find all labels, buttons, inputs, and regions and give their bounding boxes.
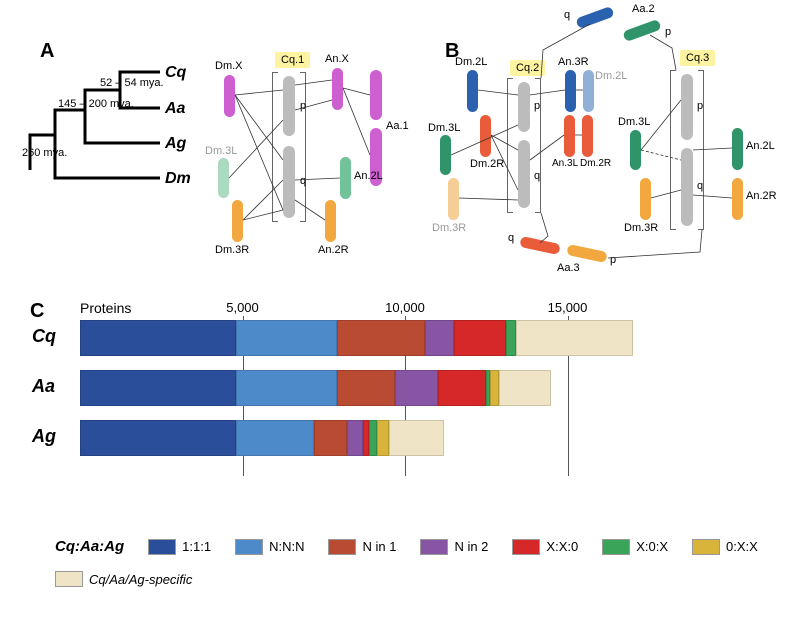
bar-segment xyxy=(499,370,551,406)
axis-tick: 5,000 xyxy=(226,300,259,315)
legend-item: X:0:X xyxy=(602,539,668,555)
bar-segment xyxy=(425,320,454,356)
bar-segment xyxy=(516,320,633,356)
bar-segment xyxy=(454,320,506,356)
legend-label: Cq:Aa:Ag xyxy=(55,538,124,555)
axis-tick: 10,000 xyxy=(385,300,425,315)
bar-segment xyxy=(395,370,437,406)
row-label: Ag xyxy=(32,426,56,447)
bar-segment xyxy=(236,420,314,456)
bar-segment xyxy=(314,420,347,456)
panelB-lines xyxy=(0,0,800,280)
bar-segment xyxy=(389,420,444,456)
legend: Cq:Aa:Ag 1:1:1 N:N:N N in 1 N in 2 X:X:0 X:0:… xyxy=(55,538,775,587)
legend-item: N in 1 xyxy=(328,539,396,555)
bar-segment xyxy=(506,320,516,356)
axis-tick: 15,000 xyxy=(548,300,588,315)
row-label: Aa xyxy=(32,376,55,397)
bar-segment xyxy=(80,370,236,406)
legend-item: 1:1:1 xyxy=(148,539,211,555)
bar-segment xyxy=(438,370,487,406)
legend-item: Cq/Aa/Ag-specific xyxy=(55,571,192,587)
bar-segment xyxy=(490,370,500,406)
bar-segment xyxy=(347,420,363,456)
bar-segment xyxy=(337,370,396,406)
bar-segment xyxy=(80,420,236,456)
legend-item: X:X:0 xyxy=(512,539,578,555)
bar-segment xyxy=(80,320,236,356)
legend-item: 0:X:X xyxy=(692,539,758,555)
bar-segment xyxy=(236,320,337,356)
panel-c-label: C xyxy=(30,300,44,323)
legend-item: N in 2 xyxy=(420,539,488,555)
chart-title: Proteins xyxy=(80,300,131,316)
row-label: Cq xyxy=(32,326,56,347)
bar-segment xyxy=(236,370,337,406)
bar-segment xyxy=(377,420,388,456)
bar-segment xyxy=(337,320,425,356)
bar-segment xyxy=(369,420,377,456)
chart-area: 5,00010,00015,000CqAaAg xyxy=(80,320,730,500)
legend-item: N:N:N xyxy=(235,539,304,555)
